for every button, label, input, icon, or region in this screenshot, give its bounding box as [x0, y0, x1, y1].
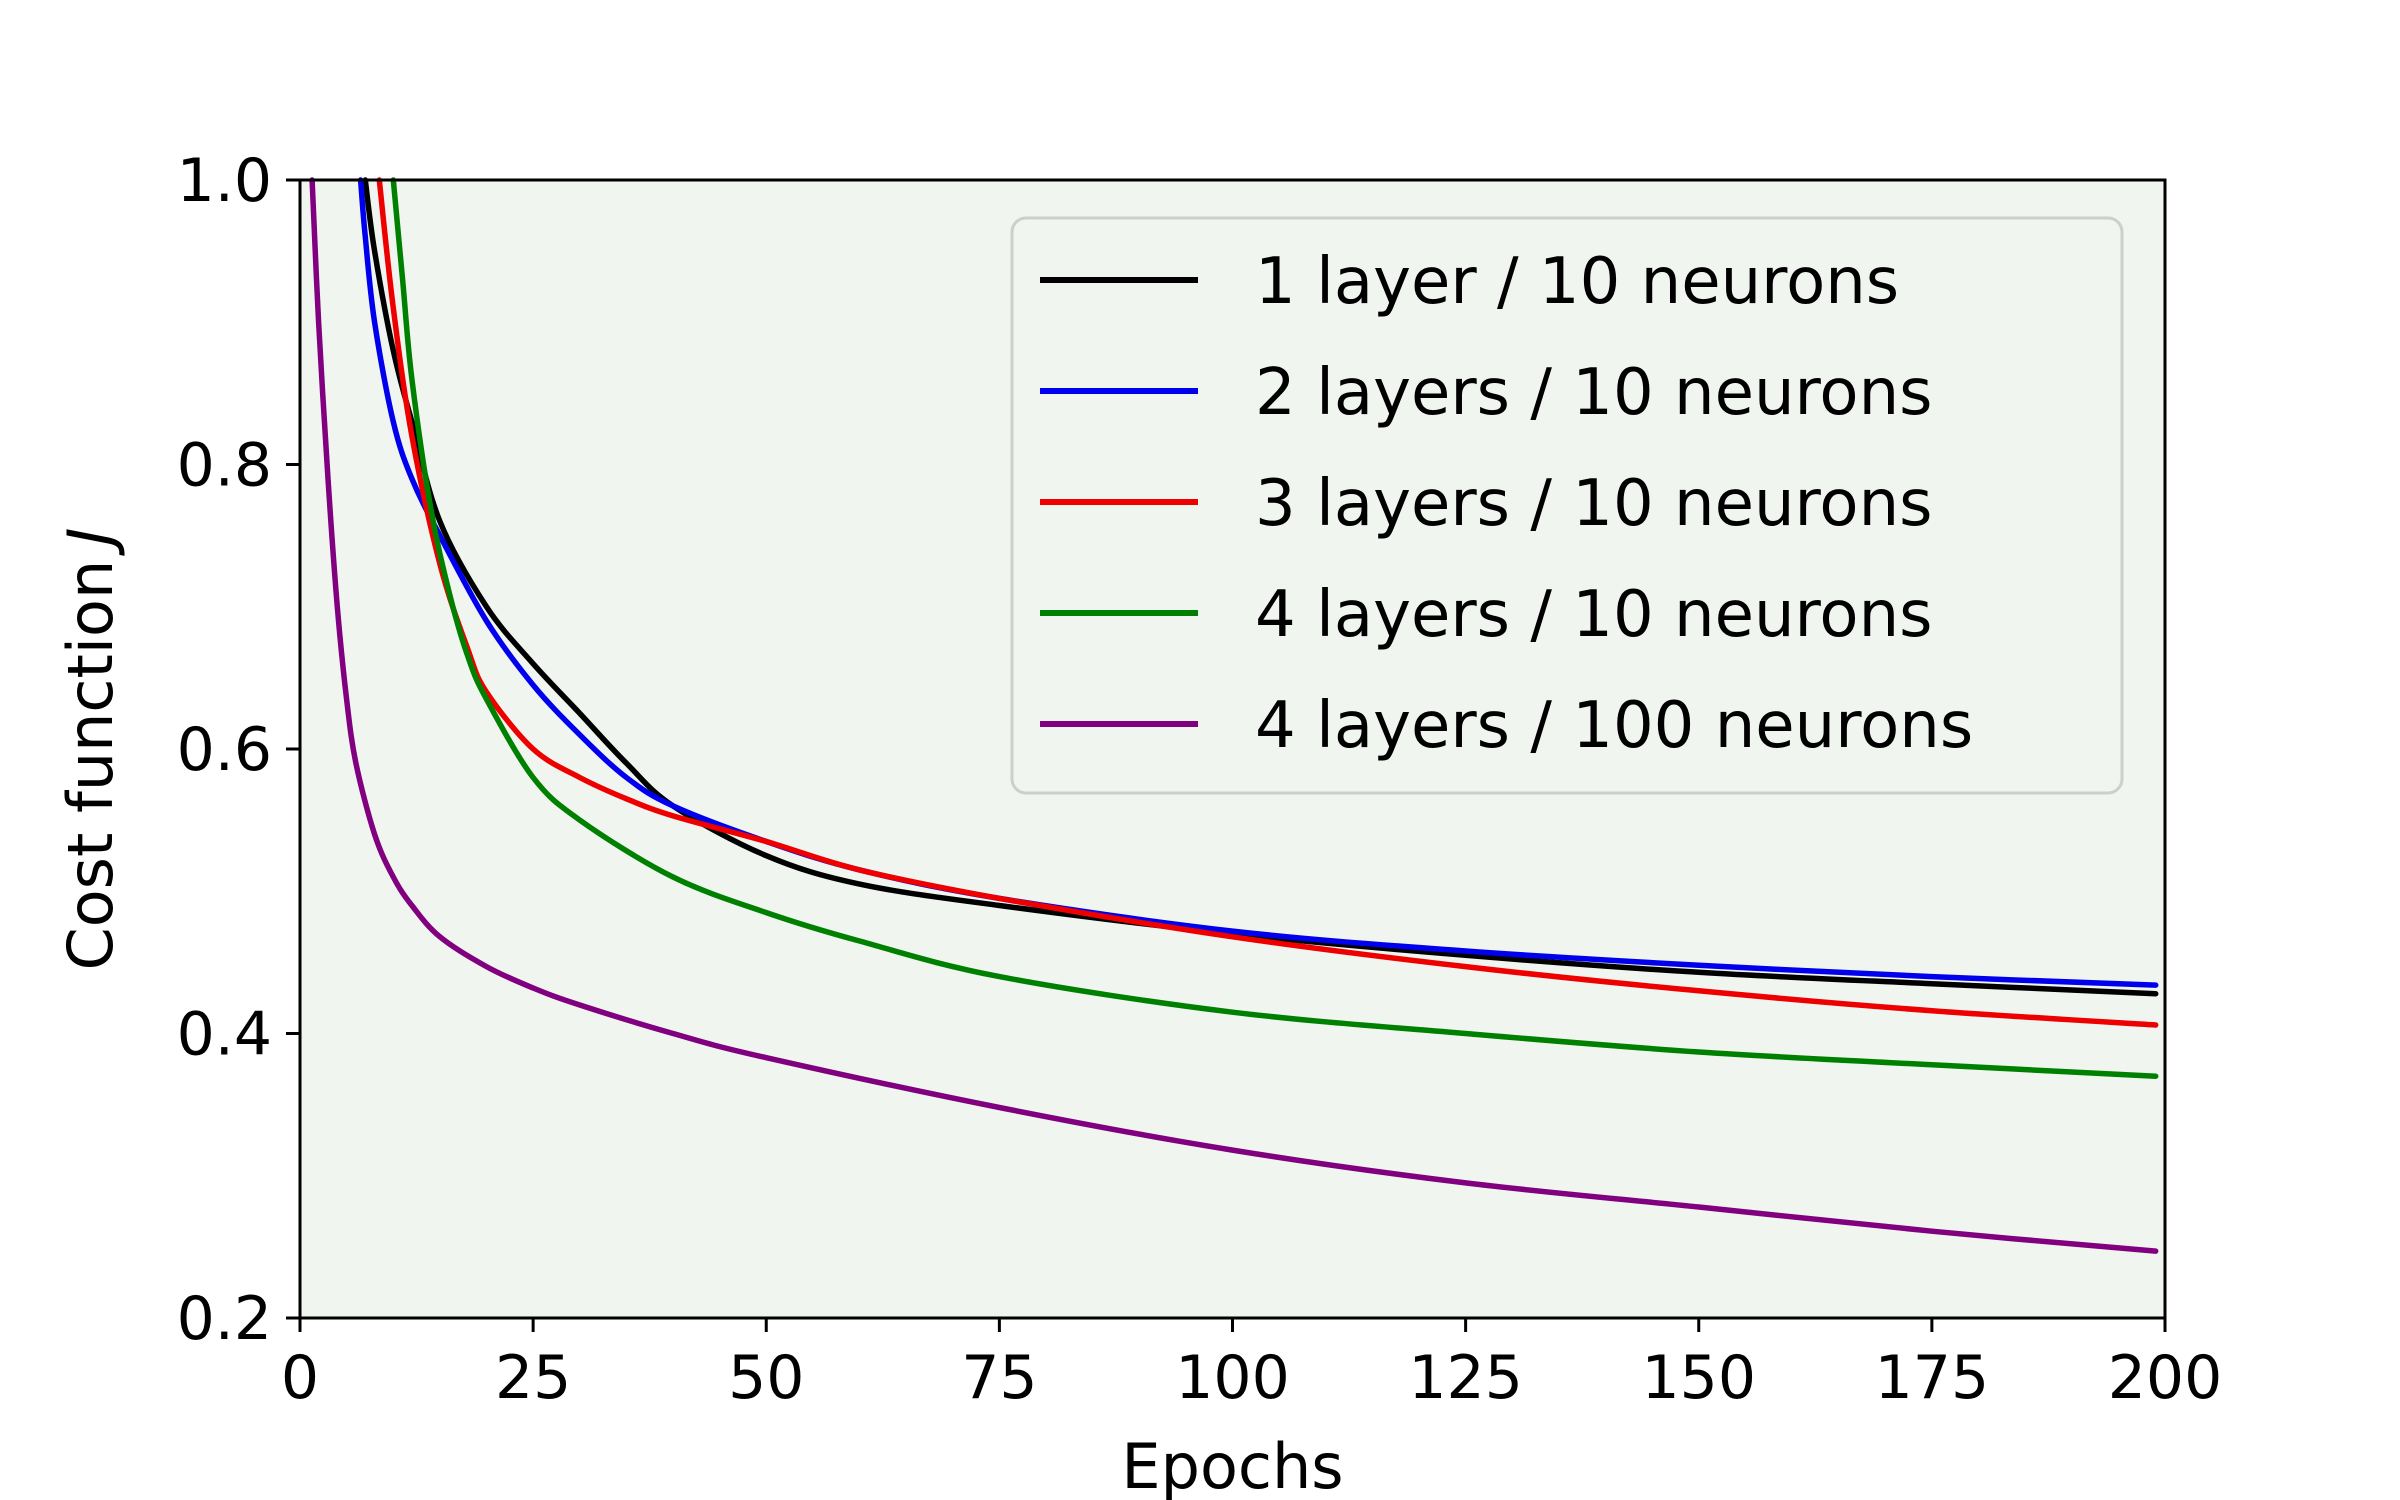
- legend-box: [1010, 216, 2124, 795]
- x-tick-label: 150: [1641, 1343, 1756, 1413]
- x-tick-label: 25: [495, 1343, 571, 1413]
- legend-item: 1 layer / 10 neurons: [1040, 245, 1899, 319]
- legend-label: 2 layers / 10 neurons: [1255, 356, 1932, 430]
- x-tick-label: 175: [1875, 1343, 1990, 1413]
- y-tick-label: 0.8: [177, 431, 272, 501]
- x-tick-label: 100: [1175, 1343, 1290, 1413]
- series-line-1: [362, 177, 2159, 997]
- series-layer: [309, 177, 2159, 1254]
- legend-item: 3 layers / 10 neurons: [1040, 467, 1932, 541]
- legend-label: 1 layer / 10 neurons: [1255, 245, 1899, 319]
- series-line-5: [309, 177, 2159, 1254]
- x-tick-label: 125: [1408, 1343, 1523, 1413]
- y-axis-label-symbol: J: [54, 527, 127, 556]
- legend: 1 layer / 10 neurons 2 layers / 10 neuron…: [1010, 216, 2124, 795]
- legend-item: 4 layers / 10 neurons: [1040, 578, 1932, 652]
- y-tick-label: 0.2: [177, 1284, 272, 1354]
- y-axis-label-text: Cost function: [54, 560, 127, 971]
- legend-item: 4 layers / 100 neurons: [1040, 689, 1973, 763]
- series-line-3: [376, 177, 2159, 1028]
- y-tick-label: 0.4: [177, 1000, 272, 1070]
- x-tick-label: 50: [728, 1343, 804, 1413]
- legend-label: 3 layers / 10 neurons: [1255, 467, 1932, 541]
- x-tick-label: 0: [281, 1343, 319, 1413]
- y-tick-label: 1.0: [177, 146, 272, 216]
- x-tick-label: 200: [2108, 1343, 2223, 1413]
- legend-label: 4 layers / 100 neurons: [1255, 689, 1973, 763]
- y-axis-label: Cost function J: [54, 527, 127, 970]
- y-axis: 0.2 0.4 0.6 0.8 1.0: [177, 146, 300, 1354]
- series-line-4: [390, 177, 2159, 1079]
- legend-label: 4 layers / 10 neurons: [1255, 578, 1932, 652]
- x-axis-label: Epochs: [1121, 1430, 1343, 1500]
- y-tick-label: 0.6: [177, 715, 272, 785]
- x-tick-label: 75: [961, 1343, 1037, 1413]
- x-axis: 0 25 50 75 100 125 150 175 200: [281, 1318, 2222, 1413]
- legend-item: 2 layers / 10 neurons: [1040, 356, 1932, 430]
